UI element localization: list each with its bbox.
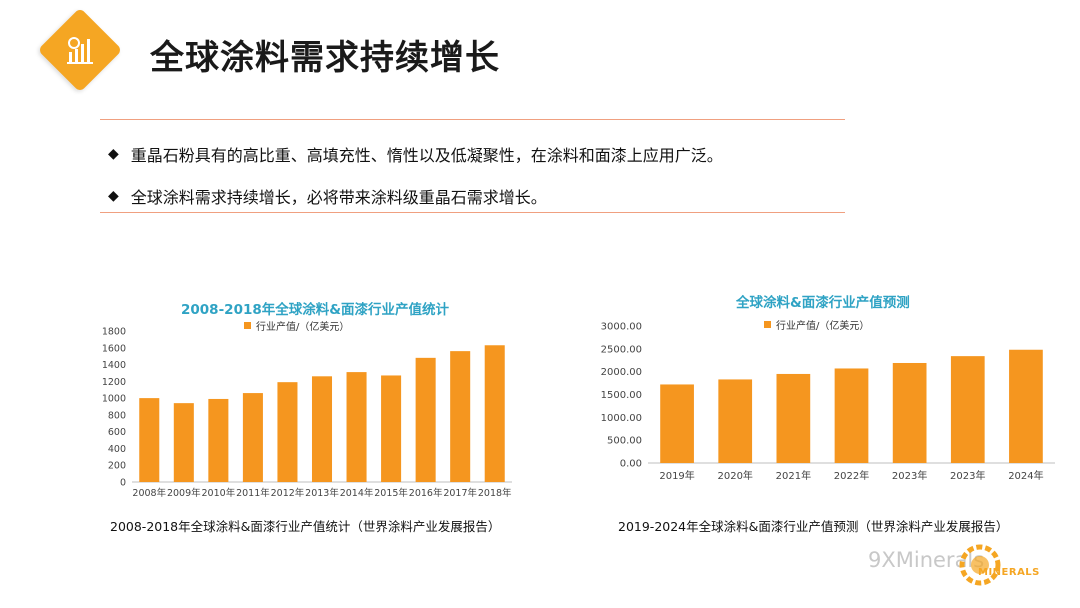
legend-swatch: [764, 321, 771, 328]
bullet-item: ◆ 重晶石粉具有的高比重、高填充性、惰性以及低凝聚性，在涂料和面漆上应用广泛。: [108, 142, 723, 166]
chart1-caption: 2008-2018年全球涂料&面漆行业产值统计（世界涂料产业发展报告）: [110, 519, 501, 534]
bar: [208, 398, 229, 482]
x-tick-label: 2014年: [340, 487, 374, 499]
x-tick-label: 2016年: [409, 487, 443, 499]
chart2-plot: 0.00 500.00 1000.00 1500.00 2000.00 2500.00 30…: [601, 322, 1055, 482]
x-tick-label: 2017年: [443, 487, 477, 499]
x-tick-label: 2019年: [659, 469, 694, 482]
y-tick-label: 0.00: [620, 459, 642, 470]
x-tick-label: 2023年: [950, 469, 985, 482]
chart2-caption: 2019-2024年全球涂料&面漆行业产值预测（世界涂料产业发展报告）: [618, 519, 1009, 534]
x-tick-label: 2008年: [132, 487, 166, 499]
y-tick-label: 500.00: [607, 436, 642, 447]
x-tick-label: 2024年: [1008, 469, 1043, 482]
chart2-legend: 行业产值/（亿美元）: [764, 317, 869, 332]
y-tick-label: 2500.00: [601, 344, 642, 355]
legend-swatch: [244, 322, 251, 329]
diamond-bullet-icon: ◆: [108, 146, 119, 162]
page-title: 全球涂料需求持续增长: [150, 38, 500, 78]
bar: [776, 373, 811, 463]
bar: [415, 357, 436, 482]
y-tick-label: 0: [120, 478, 126, 489]
bar: [139, 398, 160, 482]
bullet-text: 全球涂料需求持续增长，必将带来涂料级重晶石需求增长。: [130, 188, 547, 207]
bar: [450, 351, 471, 482]
watermark-logo-text: MINERALS: [978, 567, 1040, 578]
chart2-title: 全球涂料&面漆行业产值预测: [736, 295, 910, 311]
bar: [311, 376, 333, 482]
y-tick-label: 1600: [102, 343, 126, 354]
top-divider: [100, 119, 845, 120]
bullet-item: ◆ 全球涂料需求持续增长，必将带来涂料级重晶石需求增长。: [108, 184, 547, 208]
y-tick-label: 1400: [102, 360, 126, 371]
bar: [834, 368, 869, 463]
x-tick-label: 2022年: [834, 469, 869, 482]
x-tick-label: 2011年: [236, 487, 270, 499]
bar: [346, 372, 367, 482]
x-tick-label: 2023年: [892, 469, 927, 482]
bar: [381, 375, 402, 482]
x-tick-label: 2009年: [167, 487, 201, 499]
bar: [484, 345, 505, 482]
bar: [277, 382, 298, 482]
y-tick-label: 1000: [102, 394, 126, 405]
bar: [173, 403, 194, 482]
gear-logo-icon: [959, 544, 1001, 586]
chart1-title: 2008-2018年全球涂料&面漆行业产值统计: [181, 302, 450, 318]
y-tick-label: 1200: [102, 377, 126, 388]
bar: [892, 362, 927, 463]
bar: [950, 356, 985, 463]
bar: [718, 379, 753, 463]
bullet-text: 重晶石粉具有的高比重、高填充性、惰性以及低凝聚性，在涂料和面漆上应用广泛。: [130, 146, 723, 165]
bar: [660, 384, 694, 463]
y-tick-label: 200: [108, 461, 126, 472]
y-tick-label: 600: [108, 427, 126, 438]
x-tick-label: 2010年: [202, 487, 236, 499]
chart2-legend-label: 行业产值/（亿美元）: [776, 321, 870, 332]
bar: [242, 393, 263, 482]
y-tick-label: 800: [108, 410, 126, 421]
x-tick-label: 2020年: [717, 469, 752, 482]
x-tick-label: 2018年: [478, 487, 512, 499]
x-tick-label: 2015年: [374, 487, 408, 499]
y-tick-label: 400: [108, 444, 126, 455]
x-tick-label: 2021年: [776, 469, 811, 482]
x-tick-label: 2012年: [271, 487, 305, 499]
x-tick-label: 2013年: [305, 487, 339, 499]
diamond-bullet-icon: ◆: [108, 188, 119, 204]
bottom-divider: [100, 212, 845, 213]
y-tick-label: 1000.00: [601, 413, 642, 424]
y-tick-label: 3000.00: [601, 322, 642, 333]
y-tick-label: 1800: [102, 327, 126, 338]
bar: [1009, 349, 1043, 463]
chart1-legend-label: 行业产值/（亿美元）: [256, 322, 350, 333]
y-tick-label: 1500.00: [601, 390, 642, 401]
bar-chart-icon: [67, 37, 93, 64]
y-tick-label: 2000.00: [601, 367, 642, 378]
chart1-legend: 行业产值/（亿美元）: [244, 318, 349, 333]
